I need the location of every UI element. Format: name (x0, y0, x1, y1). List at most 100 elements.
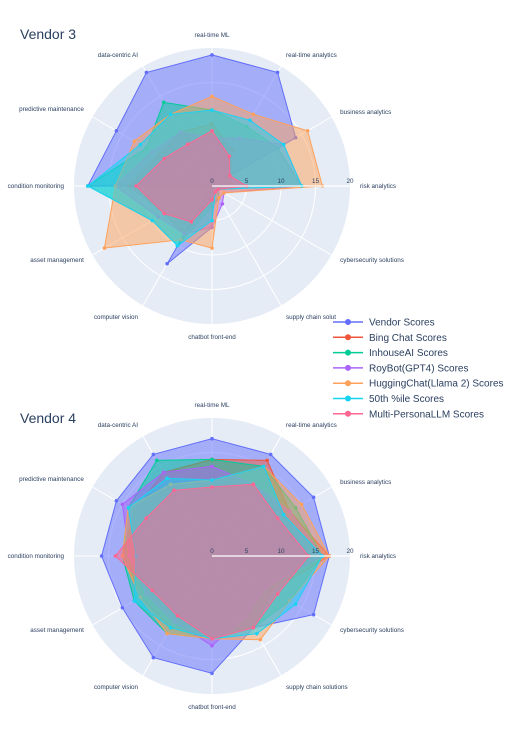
data-point-50th-ile-scores (168, 625, 173, 630)
data-point-multi-personallm-scores (186, 142, 190, 146)
data-point-multi-personallm-scores (150, 588, 155, 593)
data-point-multi-personallm-scores (228, 173, 232, 178)
data-point-vendor-scores (275, 70, 280, 75)
data-point-bing-chat-scores (265, 458, 270, 463)
category-label-chatbot-front-end: chatbot front-end (188, 704, 236, 711)
data-point-multi-personallm-scores (175, 613, 180, 618)
radial-tick-label: 10 (277, 178, 285, 185)
data-point-50th-ile-scores (150, 218, 155, 223)
data-point-roybot-gpt4-scores (161, 470, 166, 475)
data-point-multi-personallm-scores (216, 187, 220, 192)
legend-label: RoyBot(GPT4) Scores (369, 363, 468, 374)
legend-swatch-marker (345, 410, 351, 417)
legend-item-bing-chat-scores[interactable]: Bing Chat Scores (333, 333, 447, 344)
radar-chart-vendor-4: 0 5 10 15 20 real-time ML real-time analytics b… (8, 402, 404, 711)
legend-item-huggingchat-llama-2-scores[interactable]: HuggingChat(Llama 2) Scores (333, 379, 504, 390)
data-point-multi-personallm-scores (144, 516, 149, 520)
data-point-50th-ile-scores (175, 243, 180, 248)
data-point-50th-ile-scores (165, 476, 169, 481)
data-point-50th-ile-scores (86, 184, 90, 188)
data-point-50th-ile-scores (138, 142, 143, 147)
legend-item-vendor-scores[interactable]: Vendor Scores (333, 318, 435, 329)
data-point-inhouseai-scores (155, 458, 159, 463)
category-label-real-time-ml: real-time ML (195, 402, 230, 409)
legend-label: Multi-PersonaLLM Scores (369, 409, 484, 420)
radial-tick-label: 15 (312, 178, 320, 185)
data-point-roybot-gpt4-scores (120, 502, 125, 507)
data-point-multi-personallm-scores (213, 190, 218, 194)
data-point-50th-ile-scores (210, 478, 214, 482)
category-label-predictive-maintenance: predictive maintenance (19, 476, 84, 483)
data-point-vendor-scores (165, 261, 169, 266)
data-point-huggingchat-llama-2-scores (217, 196, 221, 200)
category-label-risk-analytics: risk analytics (360, 183, 396, 190)
radial-tick-label: 0 (210, 548, 214, 555)
data-point-50th-ile-scores (293, 602, 298, 607)
data-point-multi-personallm-scores (210, 129, 214, 133)
data-point-vendor-scores (144, 70, 149, 75)
data-point-roybot-gpt4-scores (210, 643, 214, 648)
data-point-vendor-scores (120, 605, 125, 610)
category-label-data-centric-ai: data-centric AI (98, 52, 139, 59)
data-point-multi-personallm-scores (162, 211, 166, 216)
data-point-multi-personallm-scores (210, 637, 214, 641)
data-point-huggingchat-llama-2-scores (305, 129, 310, 133)
chart-title-vendor-4: Vendor 4 (20, 410, 76, 426)
data-point-vendor-scores (114, 499, 119, 503)
legend-swatch-marker (345, 364, 351, 371)
legend-item-inhouseai-scores[interactable]: InhouseAI Scores (333, 348, 448, 359)
data-point-multi-personallm-scores (134, 184, 138, 188)
data-point-50th-ile-scores (210, 108, 214, 112)
category-label-business-analytics: business analytics (340, 479, 391, 486)
data-point-multi-personallm-scores (227, 154, 232, 158)
data-point-huggingchat-llama-2-scores (165, 631, 169, 636)
data-point-50th-ile-scores (210, 218, 214, 223)
data-point-vendor-scores (114, 129, 119, 133)
data-point-vendor-scores (151, 655, 156, 660)
data-point-huggingchat-llama-2-scores (210, 94, 214, 99)
legend-label: 50th %ile Scores (369, 394, 444, 405)
data-point-50th-ile-scores (281, 512, 286, 517)
data-point-vendor-scores (311, 495, 316, 500)
data-point-vendor-scores (99, 554, 104, 558)
radial-tick-label: 15 (312, 548, 320, 555)
legend: Vendor Scores Bing Chat Scores InhouseAI S… (333, 318, 504, 420)
legend-swatch-marker (345, 319, 351, 325)
legend-item-50th-ile-scores[interactable]: 50th %ile Scores (333, 394, 444, 405)
legend-item-roybot-gpt4-scores[interactable]: RoyBot(GPT4) Scores (333, 363, 468, 374)
data-point-huggingchat-llama-2-scores (299, 502, 304, 507)
category-label-risk-analytics: risk analytics (360, 553, 396, 560)
data-point-multi-personallm-scores (251, 625, 256, 630)
data-point-multi-personallm-scores (275, 516, 280, 520)
legend-label: Bing Chat Scores (369, 333, 447, 344)
legend-item-multi-personallm-scores[interactable]: Multi-PersonaLLM Scores (333, 409, 484, 420)
data-point-huggingchat-llama-2-scores (222, 191, 226, 195)
data-point-50th-ile-scores (261, 464, 266, 469)
data-point-vendor-scores (151, 452, 156, 457)
data-point-vendor-scores (210, 671, 214, 676)
data-point-multi-personallm-scores (189, 220, 194, 224)
radial-tick-label: 5 (245, 548, 249, 555)
category-label-real-time-analytics: real-time analytics (286, 52, 337, 59)
radial-tick-label: 0 (210, 178, 214, 185)
legend-swatch-marker (345, 380, 351, 387)
data-point-vendor-scores (210, 53, 214, 57)
radial-tick-label: 20 (346, 178, 354, 185)
legend-label: InhouseAI Scores (369, 348, 448, 359)
category-label-computer-vision: computer vision (94, 314, 139, 321)
data-point-vendor-scores (210, 436, 214, 441)
radial-tick-label: 10 (277, 548, 285, 555)
data-point-huggingchat-llama-2-scores (251, 112, 256, 117)
category-label-chatbot-front-end: chatbot front-end (188, 334, 236, 341)
legend-swatch-marker (345, 349, 351, 356)
data-point-50th-ile-scores (248, 118, 252, 123)
category-label-data-centric-ai: data-centric AI (98, 422, 139, 429)
category-label-supply-chain-solutions: supply chain solutions (286, 684, 348, 691)
data-point-huggingchat-llama-2-scores (210, 246, 214, 250)
data-point-multi-personallm-scores (275, 592, 280, 596)
legend-label: HuggingChat(Llama 2) Scores (369, 379, 504, 390)
data-point-multi-personallm-scores (251, 482, 256, 487)
category-label-supply-chain-solut: supply chain solut (286, 314, 336, 321)
legend-swatch-marker (345, 334, 351, 341)
